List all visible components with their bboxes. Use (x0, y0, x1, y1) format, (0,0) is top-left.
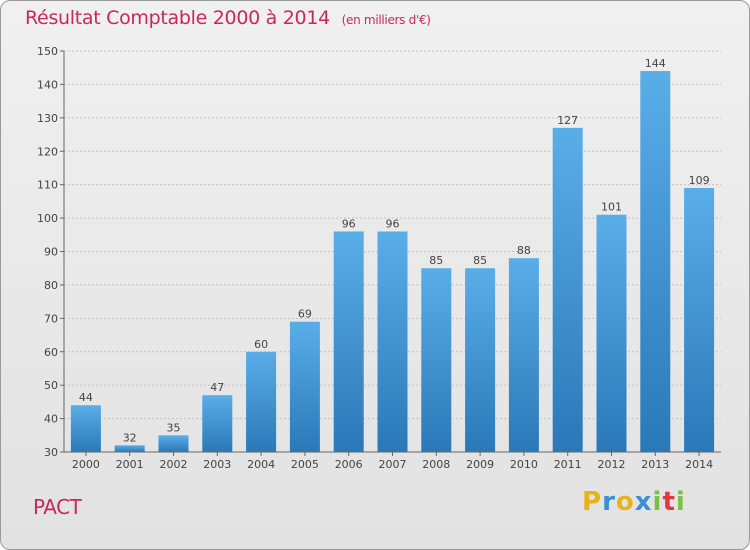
bar (684, 188, 715, 452)
y-tick-label: 50 (44, 379, 58, 392)
logo-letter: o (615, 487, 635, 517)
x-tick-label: 2011 (554, 458, 582, 471)
bar (70, 405, 101, 452)
y-tick-label: 120 (37, 145, 58, 158)
x-tick-label: 2007 (379, 458, 407, 471)
x-tick-label: 2013 (641, 458, 669, 471)
logo-letter: i (652, 487, 663, 517)
logo-letter: t (662, 487, 676, 517)
data-label: 69 (298, 308, 312, 321)
bar (377, 231, 408, 452)
y-tick-label: 130 (37, 112, 58, 125)
logo-letter: P (582, 487, 603, 517)
bar (333, 231, 364, 452)
data-label: 144 (645, 57, 666, 70)
y-tick-label: 70 (44, 312, 58, 325)
y-tick-label: 40 (44, 413, 58, 426)
chart-subtitle: (en milliers d'€) (341, 13, 431, 27)
y-tick-label: 140 (37, 78, 58, 91)
bar (596, 214, 627, 452)
bar (158, 435, 189, 452)
x-tick-label: 2005 (291, 458, 319, 471)
bar (552, 127, 583, 452)
logo-letter: x (634, 487, 653, 517)
data-label: 35 (167, 421, 181, 434)
bar (640, 71, 671, 453)
data-label: 88 (517, 244, 531, 257)
data-label: 96 (342, 217, 356, 230)
data-label: 96 (386, 217, 400, 230)
x-tick-label: 2006 (335, 458, 363, 471)
y-tick-label: 100 (37, 212, 58, 225)
bar (114, 445, 145, 452)
bar (289, 321, 320, 452)
x-tick-label: 2008 (422, 458, 450, 471)
data-label: 32 (123, 431, 137, 444)
y-tick-label: 80 (44, 279, 58, 292)
axes: 30 40 50 60 70 80 90 100 110 120 130 140 150 2000 2001… (37, 45, 721, 471)
data-label: 127 (557, 114, 578, 127)
y-tick-label: 150 (37, 45, 58, 58)
data-label: 47 (210, 381, 224, 394)
bar (508, 258, 539, 452)
x-tick-label: 2000 (72, 458, 100, 471)
x-tick-label: 2009 (466, 458, 494, 471)
bar (465, 268, 496, 452)
data-label: 101 (601, 201, 622, 214)
data-label: 85 (473, 254, 487, 267)
data-label: 60 (254, 338, 268, 351)
y-tick-label: 90 (44, 246, 58, 259)
x-tick-label: 2014 (685, 458, 713, 471)
logo-letter: i (675, 487, 686, 517)
x-tick-label: 2003 (203, 458, 231, 471)
y-tick-label: 110 (37, 179, 58, 192)
bars (70, 71, 715, 453)
x-tick-label: 2004 (247, 458, 275, 471)
data-label: 109 (689, 174, 710, 187)
y-tick-label: 60 (44, 346, 58, 359)
x-tick-label: 2002 (160, 458, 188, 471)
data-label: 85 (429, 254, 443, 267)
logo-letter: r (602, 487, 616, 517)
data-labels: 44 32 35 47 60 69 96 96 85 85 88 127 101 144 109 (79, 57, 710, 444)
chart-title-text: Résultat Comptable 2000 à 2014 (25, 7, 330, 29)
bar (421, 268, 452, 452)
y-tick-label: 30 (44, 446, 58, 459)
x-tick-label: 2010 (510, 458, 538, 471)
x-tick-label: 2012 (598, 458, 626, 471)
bar (246, 351, 277, 452)
chart-title: Résultat Comptable 2000 à 2014 (en milli… (25, 7, 431, 29)
bar (202, 395, 233, 452)
proxiti-logo[interactable]: Proxiti (582, 487, 686, 517)
data-label: 44 (79, 391, 93, 404)
x-tick-label: 2001 (116, 458, 144, 471)
commune-name: PACT (33, 495, 82, 519)
